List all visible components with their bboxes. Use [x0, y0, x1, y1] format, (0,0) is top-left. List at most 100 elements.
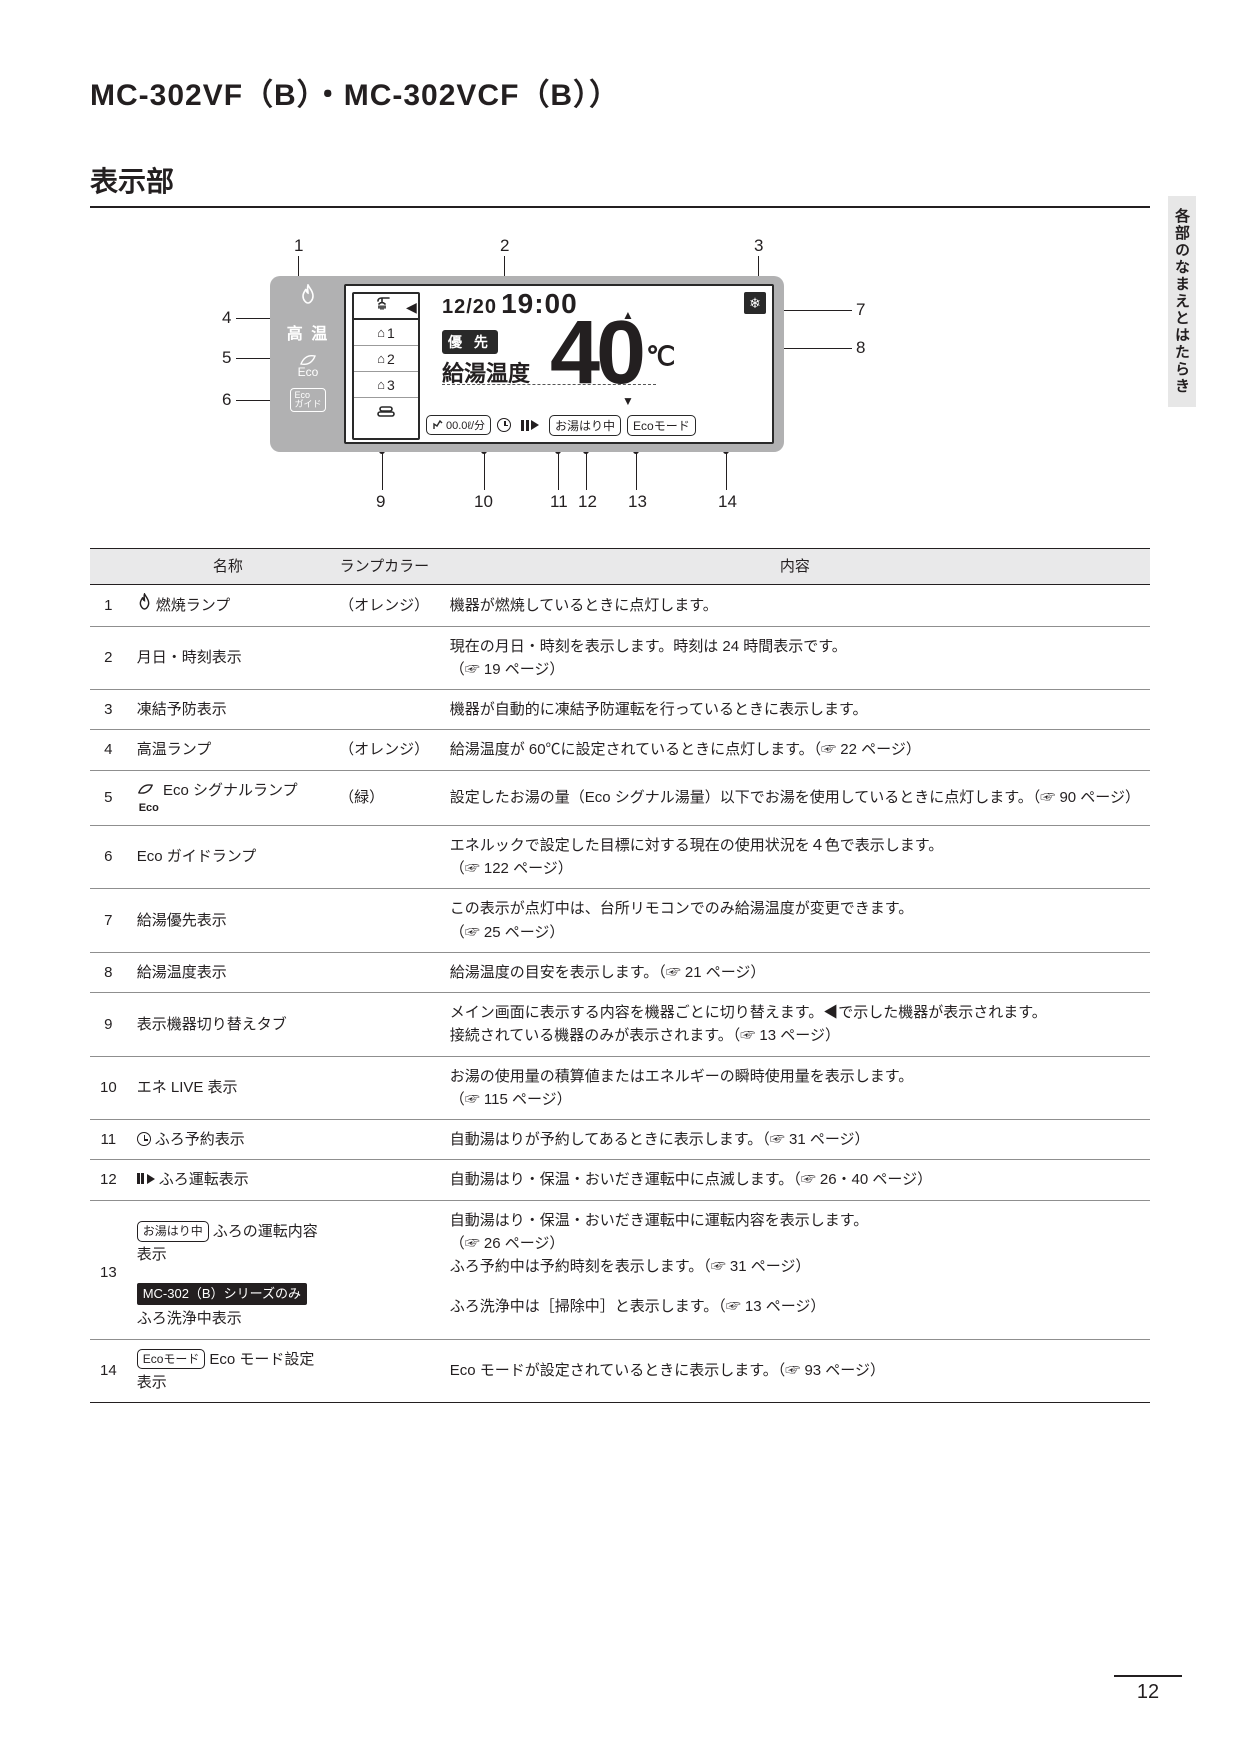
cell-num: 2	[90, 626, 127, 690]
cell-color	[329, 889, 440, 953]
cell-name: エネ LIVE 表示	[127, 1056, 329, 1120]
callout-14: 14	[718, 492, 737, 512]
th-num	[90, 549, 127, 585]
callout-3: 3	[754, 236, 763, 256]
cell-color: （オレンジ）	[329, 585, 440, 626]
cell-desc: 給湯温度が 60℃に設定されているときに点灯します。（☞ 22 ページ）	[440, 730, 1150, 770]
spec-table: 名称 ランプカラー 内容 1燃焼ランプ（オレンジ）機器が燃焼しているときに点灯し…	[90, 548, 1150, 1403]
cell-num: 12	[90, 1160, 127, 1200]
callout-5: 5	[222, 348, 231, 368]
lcd-screen: ◀ ⌂1 ⌂2 ⌂3 12/2019:00 優 先 給湯温度 ▲ 40℃ ▼ ❄	[344, 284, 774, 444]
hightemp-label: 高 温	[287, 320, 329, 344]
cell-color	[329, 690, 440, 730]
cell-num: 7	[90, 889, 127, 953]
panel-body: 高 温 Eco Ecoガイド ◀ ⌂1 ⌂2 ⌂3	[270, 276, 784, 452]
cell-name: 凍結予防表示	[127, 690, 329, 730]
callout-4: 4	[222, 308, 231, 328]
tab-row-2: ⌂2	[354, 346, 418, 372]
cell-name: MC-302（B）シリーズのみふろ洗浄中表示	[127, 1280, 329, 1339]
cell-num: 3	[90, 690, 127, 730]
cell-num: 1	[90, 585, 127, 626]
callout-13: 13	[628, 492, 647, 512]
callout-8: 8	[856, 338, 865, 358]
cell-color	[329, 952, 440, 992]
ene-live-pill: 00.0ℓ/分	[426, 415, 491, 435]
bath-status-pill: お湯はり中	[549, 415, 621, 436]
callout-2: 2	[500, 236, 509, 256]
cell-desc: この表示が点灯中は、台所リモコンでのみ給湯温度が変更できます。（☞ 25 ページ…	[440, 889, 1150, 953]
cell-num: 5	[90, 770, 127, 825]
cell-name: 表示機器切り替えタブ	[127, 993, 329, 1057]
cell-color	[329, 1056, 440, 1120]
device-tabs: ◀ ⌂1 ⌂2 ⌂3	[352, 292, 420, 440]
cell-desc: お湯の使用量の積算値またはエネルギーの瞬時使用量を表示します。（☞ 115 ペー…	[440, 1056, 1150, 1120]
th-name: 名称	[127, 549, 329, 585]
cell-desc: 自動湯はりが予約してあるときに表示します。（☞ 31 ページ）	[440, 1120, 1150, 1160]
cell-color	[329, 1120, 440, 1160]
th-desc: 内容	[440, 549, 1150, 585]
callout-6: 6	[222, 390, 231, 410]
cell-name: ふろ予約表示	[127, 1120, 329, 1160]
side-tab: 各部のなまえとはたらき	[1168, 196, 1196, 407]
eco-text: Eco	[298, 366, 319, 378]
priority-badge: 優 先	[442, 330, 498, 354]
cell-num: 8	[90, 952, 127, 992]
cell-name: ふろ運転表示	[127, 1160, 329, 1200]
cell-num: 11	[90, 1120, 127, 1160]
freeze-icon: ❄	[744, 292, 766, 314]
page-number: 12	[1114, 1675, 1182, 1704]
cell-name: 燃焼ランプ	[127, 585, 329, 626]
cell-color	[329, 993, 440, 1057]
cell-num: 6	[90, 825, 127, 889]
cell-color	[329, 1160, 440, 1200]
cell-color: （緑）	[329, 770, 440, 825]
cell-name: 給湯優先表示	[127, 889, 329, 953]
cell-color	[329, 1200, 440, 1280]
tab-row-3: ⌂3	[354, 372, 418, 398]
cell-name: Eco Eco シグナルランプ	[127, 770, 329, 825]
cell-color	[329, 1280, 440, 1339]
th-color: ランプカラー	[329, 549, 440, 585]
callout-9: 9	[376, 492, 385, 512]
eco-mode-pill: Ecoモード	[627, 415, 696, 436]
cell-num: 4	[90, 730, 127, 770]
cell-color	[329, 626, 440, 690]
callout-11: 11	[550, 492, 568, 512]
cell-name: 月日・時刻表示	[127, 626, 329, 690]
cell-desc: ふろ洗浄中は［掃除中］と表示します。（☞ 13 ページ）	[440, 1280, 1150, 1339]
callout-1: 1	[294, 236, 303, 256]
cell-desc: Eco モードが設定されているときに表示します。（☞ 93 ページ）	[440, 1339, 1150, 1403]
callout-12: 12	[578, 492, 597, 512]
cell-color	[329, 825, 440, 889]
cell-num: 13	[90, 1200, 127, 1339]
cell-desc: 給湯温度の目安を表示します。（☞ 21 ページ）	[440, 952, 1150, 992]
cell-desc: 機器が燃焼しているときに点灯します。	[440, 585, 1150, 626]
cell-desc: 機器が自動的に凍結予防運転を行っているときに表示します。	[440, 690, 1150, 730]
cell-desc: エネルックで設定した目標に対する現在の使用状況を４色で表示します。（☞ 122 …	[440, 825, 1150, 889]
cell-name: お湯はり中ふろの運転内容表示	[127, 1200, 329, 1280]
screen-bottom-row: 00.0ℓ/分 お湯はり中 Ecoモード	[426, 414, 766, 436]
cell-num: 9	[90, 993, 127, 1057]
cell-num: 10	[90, 1056, 127, 1120]
cell-color	[329, 1339, 440, 1403]
tab-row-stack	[354, 398, 418, 424]
callout-7: 7	[856, 300, 865, 320]
cell-desc: 自動湯はり・保温・おいだき運転中に点滅します。（☞ 26・40 ページ）	[440, 1160, 1150, 1200]
cell-name: 高温ランプ	[127, 730, 329, 770]
cell-name: Eco ガイドランプ	[127, 825, 329, 889]
cell-color: （オレンジ）	[329, 730, 440, 770]
cell-name: EcoモードEco モード設定表示	[127, 1339, 329, 1403]
page-title: MC-302VF（B）・MC-302VCF（B））	[90, 70, 1150, 114]
cell-name: 給湯温度表示	[127, 952, 329, 992]
cell-desc: 設定したお湯の量（Eco シグナル湯量）以下でお湯を使用しているときに点灯します…	[440, 770, 1150, 825]
cell-desc: 現在の月日・時刻を表示します。時刻は 24 時間表示です。（☞ 19 ページ）	[440, 626, 1150, 690]
section-title: 表示部	[90, 160, 1150, 208]
eco-guide-icon: Ecoガイド	[290, 388, 325, 412]
cell-num: 14	[90, 1339, 127, 1403]
bath-reserve-icon	[497, 418, 515, 433]
eco-signal-icon: Eco	[298, 354, 319, 378]
cell-desc: メイン画面に表示する内容を機器ごとに切り替えます。◀で示した機器が表示されます。…	[440, 993, 1150, 1057]
flame-icon	[299, 284, 317, 310]
display-diagram: 1 2 3 4 5 6 7 8 9 10 11 12 13 14	[270, 236, 1030, 536]
tab-row-1: ⌂1	[354, 320, 418, 346]
